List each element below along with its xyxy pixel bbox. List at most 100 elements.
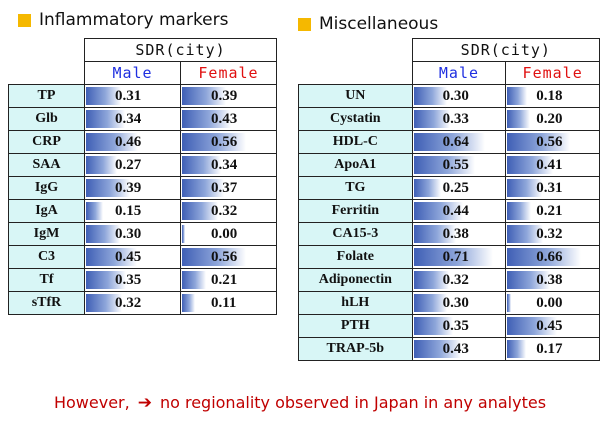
male-sdr-cell: 0.55	[411, 153, 507, 177]
table-row: Adiponectin 0.32 0.38	[298, 268, 600, 292]
male-sdr-cell: 0.32	[84, 291, 181, 315]
female-sdr-cell: 0.56	[505, 130, 600, 154]
male-value-bar	[86, 225, 121, 243]
analyte-name: ApoA1	[298, 153, 413, 177]
male-value-bar	[86, 202, 104, 220]
table-row: C3 0.45 0.56	[8, 245, 277, 269]
male-sdr-value: 0.46	[115, 133, 142, 150]
analyte-name: TG	[298, 176, 413, 200]
male-sdr-value: 0.30	[442, 87, 469, 104]
male-sdr-cell: 0.34	[84, 107, 181, 131]
table-row: TG 0.25 0.31	[298, 176, 600, 200]
male-value-bar	[86, 156, 117, 174]
female-sdr-value: 0.56	[536, 133, 563, 150]
male-sdr-value: 0.43	[442, 340, 469, 357]
male-sdr-cell: 0.25	[411, 176, 507, 200]
table-row: IgA 0.15 0.32	[8, 199, 277, 223]
table-row: PTH 0.35 0.45	[298, 314, 600, 338]
analyte-name: IgM	[8, 222, 85, 246]
female-sdr-value: 0.37	[211, 179, 238, 196]
male-sdr-cell: 0.30	[411, 84, 507, 108]
female-value-bar	[507, 225, 543, 243]
female-sdr-value: 0.66	[536, 248, 563, 265]
female-sdr-cell: 0.34	[180, 153, 277, 177]
analyte-name: hLH	[298, 291, 413, 315]
male-sdr-value: 0.64	[442, 133, 469, 150]
table-row: ApoA1 0.55 0.41	[298, 153, 600, 177]
female-value-bar	[507, 294, 511, 312]
female-sdr-value: 0.39	[211, 87, 238, 104]
analyte-name: CA15-3	[298, 222, 413, 246]
female-value-bar	[182, 294, 195, 312]
female-value-bar	[507, 179, 542, 197]
female-value-bar	[507, 317, 558, 335]
female-sdr-cell: 0.18	[505, 84, 600, 108]
male-sdr-value: 0.35	[115, 271, 142, 288]
analyte-name: SAA	[8, 153, 85, 177]
male-sdr-cell: 0.30	[84, 222, 181, 246]
male-value-bar	[413, 340, 462, 358]
table-row: Cystatin 0.33 0.20	[298, 107, 600, 131]
male-sdr-value: 0.39	[115, 179, 142, 196]
analyte-name: IgA	[8, 199, 85, 223]
female-sdr-value: 0.21	[536, 202, 563, 219]
female-value-bar	[182, 110, 232, 128]
analyte-name: Tf	[8, 268, 85, 292]
male-value-bar	[413, 202, 463, 220]
male-sdr-value: 0.31	[115, 87, 142, 104]
header-row-sex: Male Female	[299, 61, 600, 85]
female-sdr-cell: 0.66	[505, 245, 600, 269]
male-sdr-cell: 0.71	[411, 245, 507, 269]
analyte-name: TRAP-5b	[298, 337, 413, 361]
male-sdr-cell: 0.38	[411, 222, 507, 246]
table-row: CA15-3 0.38 0.32	[298, 222, 600, 246]
header-row-sdr: SDR(city)	[299, 38, 600, 62]
analyte-name: Folate	[298, 245, 413, 269]
female-sdr-cell: 0.38	[505, 268, 600, 292]
male-sdr-cell: 0.27	[84, 153, 181, 177]
male-value-bar	[413, 133, 485, 151]
male-sdr-cell: 0.15	[84, 199, 181, 223]
female-value-bar	[507, 271, 550, 289]
female-value-bar	[182, 271, 206, 289]
male-sdr-cell: 0.35	[84, 268, 181, 292]
male-sdr-cell: 0.64	[411, 130, 507, 154]
female-value-bar	[182, 202, 219, 220]
female-sdr-value: 0.20	[536, 110, 563, 127]
female-sdr-cell: 0.45	[505, 314, 600, 338]
analyte-name: Ferritin	[298, 199, 413, 223]
table-row: Tf 0.35 0.21	[8, 268, 277, 292]
female-sdr-cell: 0.20	[505, 107, 600, 131]
female-sdr-cell: 0.17	[505, 337, 600, 361]
male-sdr-cell: 0.33	[411, 107, 507, 131]
male-value-bar	[413, 225, 456, 243]
female-sdr-value: 0.11	[211, 294, 237, 311]
footer-text: no regionality observed in Japan in any …	[159, 393, 547, 412]
male-header: Male	[84, 61, 181, 85]
table-row: TRAP-5b 0.43 0.17	[298, 337, 600, 361]
female-sdr-value: 0.18	[536, 87, 563, 104]
female-value-bar	[507, 248, 581, 266]
conclusion-footer: However, ➔ no regionality observed in Japa…	[0, 393, 600, 413]
female-sdr-value: 0.38	[536, 271, 563, 288]
male-value-bar	[413, 294, 447, 312]
female-value-bar	[182, 225, 186, 243]
male-sdr-value: 0.45	[115, 248, 142, 265]
female-sdr-value: 0.41	[536, 156, 563, 173]
male-sdr-cell: 0.32	[411, 268, 507, 292]
male-sdr-cell: 0.46	[84, 130, 181, 154]
male-sdr-value: 0.71	[442, 248, 469, 265]
table-row: CRP 0.46 0.56	[8, 130, 277, 154]
male-value-bar	[86, 133, 139, 151]
female-header: Female	[180, 61, 277, 85]
table-row: Glb 0.34 0.43	[8, 107, 277, 131]
female-value-bar	[507, 110, 530, 128]
male-sdr-value: 0.38	[442, 225, 469, 242]
table-row: TP 0.31 0.39	[8, 84, 277, 108]
male-value-bar	[413, 110, 451, 128]
male-sdr-cell: 0.39	[84, 176, 181, 200]
female-sdr-cell: 0.21	[505, 199, 600, 223]
misc-title: Miscellaneous	[298, 14, 438, 34]
analyte-name: UN	[298, 84, 413, 108]
table-row: Ferritin 0.44 0.21	[298, 199, 600, 223]
